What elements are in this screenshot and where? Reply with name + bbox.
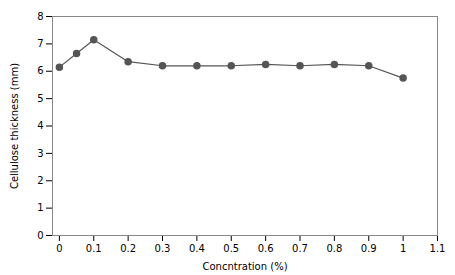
svg-text:0.5: 0.5 xyxy=(223,243,239,254)
svg-text:5: 5 xyxy=(37,93,43,104)
svg-text:Concntration (%): Concntration (%) xyxy=(202,261,287,272)
svg-text:0.9: 0.9 xyxy=(361,243,377,254)
svg-text:1: 1 xyxy=(37,202,43,213)
svg-text:2: 2 xyxy=(37,175,43,186)
svg-text:4: 4 xyxy=(37,120,43,131)
svg-text:1.1: 1.1 xyxy=(430,243,446,254)
svg-text:3: 3 xyxy=(37,148,43,159)
svg-text:0.3: 0.3 xyxy=(155,243,171,254)
svg-text:6: 6 xyxy=(37,65,43,76)
svg-text:8: 8 xyxy=(37,11,43,22)
svg-text:1: 1 xyxy=(400,243,406,254)
svg-text:7: 7 xyxy=(37,38,43,49)
svg-text:0.7: 0.7 xyxy=(292,243,308,254)
svg-text:Cellulose thickness (mm): Cellulose thickness (mm) xyxy=(9,63,20,189)
svg-text:0.4: 0.4 xyxy=(189,243,205,254)
svg-text:0.2: 0.2 xyxy=(120,243,136,254)
svg-text:0: 0 xyxy=(37,230,43,241)
svg-text:0: 0 xyxy=(56,243,62,254)
svg-text:0.1: 0.1 xyxy=(86,243,102,254)
svg-text:0.8: 0.8 xyxy=(326,243,342,254)
svg-text:0.6: 0.6 xyxy=(258,243,274,254)
